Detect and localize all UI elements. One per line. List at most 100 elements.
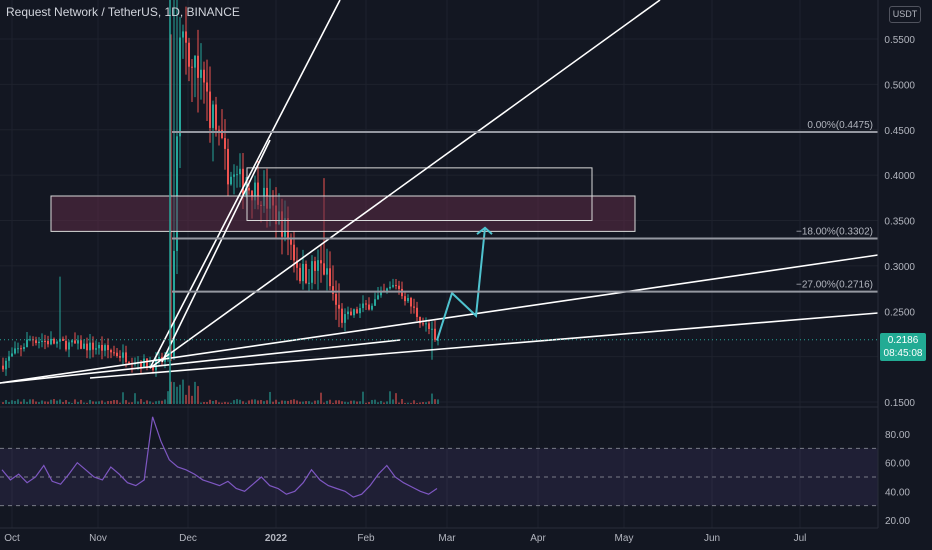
volume-bar: [329, 399, 331, 404]
candle-body: [185, 31, 187, 43]
candle-body: [398, 285, 400, 289]
volume-bar: [221, 402, 223, 404]
candle-body: [416, 307, 418, 317]
candle-body: [59, 338, 61, 342]
volume-bar: [374, 399, 376, 404]
time-tick-label: Feb: [357, 533, 375, 544]
volume-bar: [275, 399, 277, 404]
trend-line: [89, 312, 879, 379]
currency-badge[interactable]: USDT: [889, 6, 921, 23]
candle-body: [74, 340, 76, 344]
candle-body: [248, 187, 250, 191]
volume-bar: [143, 402, 145, 404]
volume-bar: [215, 400, 217, 404]
drawing-tools[interactable]: [0, 0, 879, 404]
volume-bar: [401, 399, 403, 404]
volume-bar: [230, 402, 232, 404]
volume-bar: [140, 399, 142, 404]
volume-bar: [248, 400, 250, 404]
fib-levels[interactable]: 0.00%(0.4475) −18.00%(0.3302) −27.00%(0.27…: [172, 120, 878, 293]
candle-body: [101, 344, 103, 351]
volume-bar: [416, 402, 418, 404]
fib-label: −18.00%(0.3302): [796, 226, 873, 237]
volume-bar: [77, 401, 79, 404]
volume-bar: [296, 400, 298, 404]
time-tick-label: May: [615, 533, 634, 544]
candle-body: [197, 55, 199, 78]
candle-body: [242, 168, 244, 195]
volume-bar: [89, 399, 91, 404]
candle-body: [95, 348, 97, 350]
candle-body: [314, 261, 316, 271]
volume-bar: [293, 399, 295, 404]
volume-bar: [437, 399, 439, 404]
volume-bar: [323, 402, 325, 404]
volume-bar: [380, 400, 382, 404]
volume-bar: [365, 402, 367, 404]
candle-body: [44, 340, 46, 342]
volume-bar: [14, 400, 16, 404]
volume-bar: [92, 401, 94, 404]
candle-body: [125, 352, 127, 363]
time-tick-label: Dec: [179, 533, 197, 544]
candle-body: [23, 347, 25, 349]
symbol-title[interactable]: Request Network / TetherUS, 1D, BINANCE: [6, 5, 240, 19]
candle-body: [299, 267, 301, 282]
time-axis[interactable]: Oct Nov Dec 2022 Feb Mar Apr May Jun Jul: [0, 527, 878, 544]
volume-bar: [200, 402, 202, 404]
volume-bar: [17, 399, 19, 404]
candle-body: [200, 69, 202, 78]
price-axis[interactable]: 0.5500 0.5000 0.4500 0.4000 0.3500 0.3000 0.25…: [877, 0, 915, 528]
candle-body: [227, 148, 229, 185]
volume-bar: [191, 395, 193, 404]
candle-body: [224, 138, 226, 149]
candle-body: [128, 362, 130, 364]
candle-body: [374, 299, 376, 306]
volume-bar: [425, 402, 427, 404]
volume-bar: [2, 402, 4, 404]
volume-bar: [149, 401, 151, 404]
volume-bar: [71, 402, 73, 404]
volume-bar: [287, 400, 289, 404]
volume-bar: [407, 402, 409, 404]
volume-bar: [5, 399, 7, 404]
volume-bar: [392, 399, 394, 404]
candle-body: [341, 308, 343, 323]
time-tick-label: 2022: [265, 533, 288, 544]
volume-bar: [263, 401, 265, 404]
candle-body: [410, 297, 412, 307]
candle-body: [233, 174, 235, 177]
volume-bar: [86, 402, 88, 404]
volume-bar: [371, 399, 373, 404]
volume-bar: [362, 391, 364, 404]
volume-bar: [203, 401, 205, 404]
volume-bar: [137, 401, 139, 404]
volume-bar: [170, 381, 172, 404]
candle-body: [107, 345, 109, 351]
volume-bar: [113, 399, 115, 404]
volume-bar: [227, 402, 229, 404]
candle-body: [254, 182, 256, 201]
candlesticks: [2, 0, 439, 377]
volume-bar: [302, 401, 304, 404]
time-tick-label: Oct: [4, 533, 20, 544]
candle-body: [26, 339, 28, 348]
candle-body: [83, 343, 85, 349]
candle-body: [347, 311, 349, 315]
candle-body: [8, 356, 10, 361]
candle-body: [323, 263, 325, 275]
candle-body: [308, 282, 310, 284]
volume-bar: [164, 399, 166, 404]
candle-body: [41, 340, 43, 342]
candle-body: [353, 309, 355, 316]
volume-bar: [11, 400, 13, 404]
candle-body: [188, 42, 190, 67]
candle-body: [80, 340, 82, 349]
volume-bar: [26, 401, 28, 404]
candle-body: [338, 304, 340, 309]
volume-bar: [179, 384, 181, 404]
rsi-line: [1, 416, 438, 498]
volume-bar: [311, 402, 313, 404]
volume-bar: [101, 400, 103, 404]
